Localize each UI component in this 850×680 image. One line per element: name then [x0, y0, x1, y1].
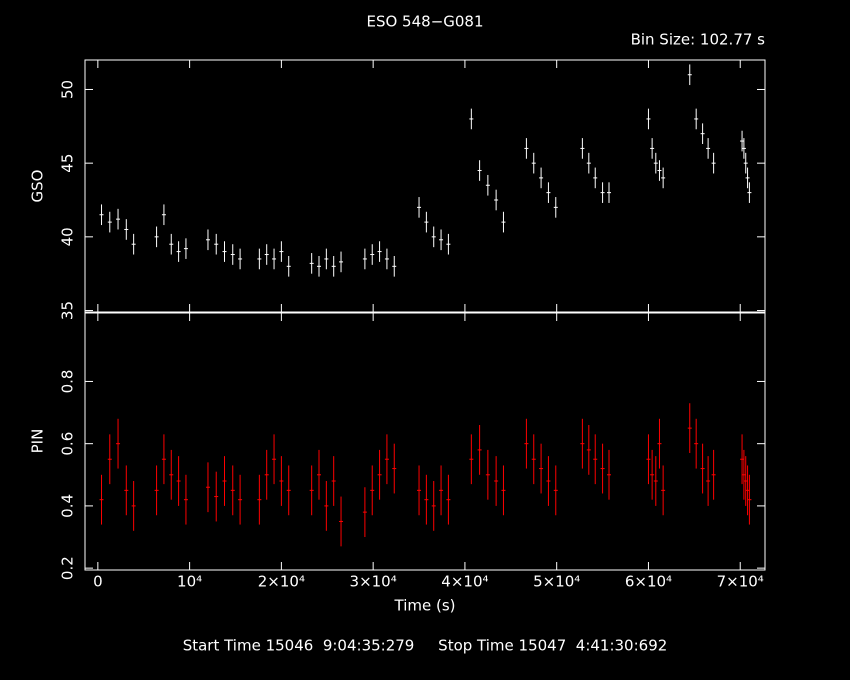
y-label: PIN [29, 429, 47, 454]
y-tick-label: 0.4 [59, 494, 77, 518]
y-tick-label: 35 [59, 301, 77, 320]
x-tick-label: 3×10⁴ [350, 573, 397, 591]
x-label: Time (s) [394, 597, 456, 615]
y-tick-label: 0.6 [59, 432, 77, 456]
y-tick-label: 0.8 [58, 370, 76, 394]
y-tick-label: 0.2 [59, 556, 77, 580]
top-frame [84, 59, 766, 313]
chart-title: ESO 548−G081 [366, 13, 483, 31]
y-tick-label: 45 [59, 154, 77, 173]
footer: Start Time 15046 9:04:35:279 Stop Time 1… [183, 637, 668, 655]
y-tick-label: 40 [59, 227, 77, 246]
x-tick-label: 7×10⁴ [717, 573, 764, 591]
x-tick-label: 5×10⁴ [533, 573, 580, 591]
y-label: GSO [29, 170, 47, 203]
bottom-frame [84, 312, 766, 571]
subtitle: Bin Size: 102.77 s [631, 31, 766, 49]
x-tick-label: 10⁴ [177, 573, 202, 591]
x-tick-label: 2×10⁴ [258, 573, 305, 591]
x-tick-label: 4×10⁴ [441, 573, 488, 591]
y-tick-label: 50 [59, 80, 77, 99]
x-tick-label: 6×10⁴ [625, 573, 672, 591]
x-tick-label: 0 [93, 573, 103, 591]
